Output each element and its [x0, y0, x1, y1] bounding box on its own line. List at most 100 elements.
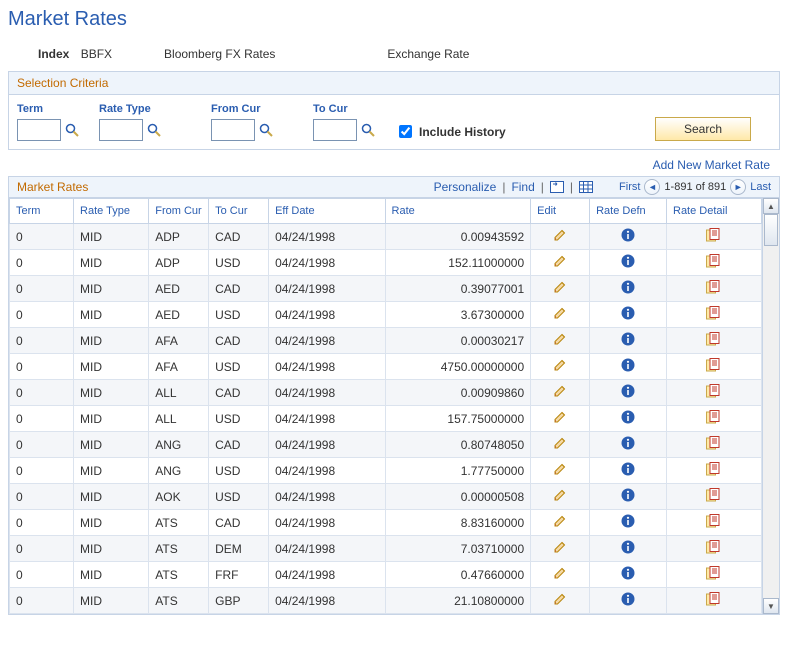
info-icon[interactable]	[621, 462, 635, 476]
edit-icon[interactable]	[553, 540, 567, 554]
search-button[interactable]: Search	[655, 117, 751, 141]
info-icon[interactable]	[621, 306, 635, 320]
cell-rate: 1.77750000	[385, 458, 531, 484]
pager-next-icon[interactable]: ►	[730, 179, 746, 195]
from-cur-input[interactable]	[211, 119, 255, 141]
cell-rate: 0.47660000	[385, 562, 531, 588]
vertical-scrollbar[interactable]: ▲ ▼	[762, 198, 779, 614]
info-icon[interactable]	[621, 410, 635, 424]
lookup-icon[interactable]	[259, 123, 273, 137]
lookup-icon[interactable]	[147, 123, 161, 137]
info-icon[interactable]	[621, 332, 635, 346]
scroll-up-icon[interactable]: ▲	[763, 198, 779, 214]
info-icon[interactable]	[621, 488, 635, 502]
edit-icon[interactable]	[553, 306, 567, 320]
detail-icon[interactable]	[706, 592, 722, 606]
detail-icon[interactable]	[706, 358, 722, 372]
detail-icon[interactable]	[706, 488, 722, 502]
to-cur-input[interactable]	[313, 119, 357, 141]
table-row: 0MIDATSDEM04/24/19987.03710000	[10, 536, 762, 562]
col-from-cur[interactable]: From Cur	[149, 199, 209, 224]
info-icon[interactable]	[621, 384, 635, 398]
find-link[interactable]: Find	[511, 180, 534, 194]
cell-term: 0	[10, 250, 74, 276]
spreadsheet-icon[interactable]	[579, 181, 593, 193]
edit-icon[interactable]	[553, 358, 567, 372]
detail-icon[interactable]	[706, 566, 722, 580]
from-cur-label[interactable]: From Cur	[211, 103, 273, 115]
col-rate[interactable]: Rate	[385, 199, 531, 224]
include-history-checkbox[interactable]	[399, 125, 412, 138]
edit-icon[interactable]	[553, 488, 567, 502]
detail-icon[interactable]	[706, 228, 722, 242]
col-rate-defn[interactable]: Rate Defn	[590, 199, 667, 224]
edit-icon[interactable]	[553, 228, 567, 242]
detail-icon[interactable]	[706, 384, 722, 398]
cell-to-cur: USD	[209, 484, 269, 510]
info-icon[interactable]	[621, 592, 635, 606]
cell-rate: 4750.00000000	[385, 354, 531, 380]
cell-rate-type: MID	[74, 276, 149, 302]
info-icon[interactable]	[621, 280, 635, 294]
detail-icon[interactable]	[706, 280, 722, 294]
cell-rate: 8.83160000	[385, 510, 531, 536]
col-edit[interactable]: Edit	[531, 199, 590, 224]
edit-icon[interactable]	[553, 410, 567, 424]
cell-rate: 7.03710000	[385, 536, 531, 562]
pager-first-link[interactable]: First	[619, 181, 640, 193]
detail-icon[interactable]	[706, 514, 722, 528]
edit-icon[interactable]	[553, 566, 567, 580]
edit-icon[interactable]	[553, 384, 567, 398]
col-rate-detail[interactable]: Rate Detail	[667, 199, 762, 224]
info-icon[interactable]	[621, 540, 635, 554]
edit-icon[interactable]	[553, 436, 567, 450]
info-icon[interactable]	[621, 514, 635, 528]
cell-to-cur: USD	[209, 302, 269, 328]
edit-icon[interactable]	[553, 280, 567, 294]
add-new-market-rate-link[interactable]: Add New Market Rate	[653, 158, 770, 172]
cell-eff-date: 04/24/1998	[269, 224, 385, 250]
info-icon[interactable]	[621, 254, 635, 268]
detail-icon[interactable]	[706, 540, 722, 554]
rate-type-label[interactable]: Rate Type	[99, 103, 161, 115]
detail-icon[interactable]	[706, 254, 722, 268]
edit-icon[interactable]	[553, 332, 567, 346]
col-eff-date[interactable]: Eff Date	[269, 199, 385, 224]
info-icon[interactable]	[621, 436, 635, 450]
edit-icon[interactable]	[553, 592, 567, 606]
col-rate-type[interactable]: Rate Type	[74, 199, 149, 224]
pager-last-link[interactable]: Last	[750, 181, 771, 193]
info-icon[interactable]	[621, 228, 635, 242]
cell-rate-type: MID	[74, 380, 149, 406]
edit-icon[interactable]	[553, 254, 567, 268]
scroll-down-icon[interactable]: ▼	[763, 598, 779, 614]
detail-icon[interactable]	[706, 306, 722, 320]
col-term[interactable]: Term	[10, 199, 74, 224]
rate-type-input[interactable]	[99, 119, 143, 141]
personalize-link[interactable]: Personalize	[434, 180, 497, 194]
info-icon[interactable]	[621, 358, 635, 372]
info-icon[interactable]	[621, 566, 635, 580]
index-desc: Bloomberg FX Rates	[164, 47, 384, 61]
table-row: 0MIDATSFRF04/24/19980.47660000	[10, 562, 762, 588]
cell-eff-date: 04/24/1998	[269, 536, 385, 562]
detail-icon[interactable]	[706, 462, 722, 476]
edit-icon[interactable]	[553, 462, 567, 476]
col-to-cur[interactable]: To Cur	[209, 199, 269, 224]
zoom-icon[interactable]	[550, 181, 564, 193]
detail-icon[interactable]	[706, 332, 722, 346]
detail-icon[interactable]	[706, 410, 722, 424]
edit-icon[interactable]	[553, 514, 567, 528]
grid-wrap: Term Rate Type From Cur To Cur Eff Date …	[8, 198, 780, 615]
page-title: Market Rates	[8, 8, 780, 31]
scroll-thumb[interactable]	[764, 214, 778, 246]
detail-icon[interactable]	[706, 436, 722, 450]
cell-from-cur: AOK	[149, 484, 209, 510]
lookup-icon[interactable]	[361, 123, 375, 137]
pager-prev-icon[interactable]: ◄	[644, 179, 660, 195]
term-input[interactable]	[17, 119, 61, 141]
to-cur-label[interactable]: To Cur	[313, 103, 375, 115]
term-label[interactable]: Term	[17, 103, 79, 115]
lookup-icon[interactable]	[65, 123, 79, 137]
cell-rate-type: MID	[74, 432, 149, 458]
